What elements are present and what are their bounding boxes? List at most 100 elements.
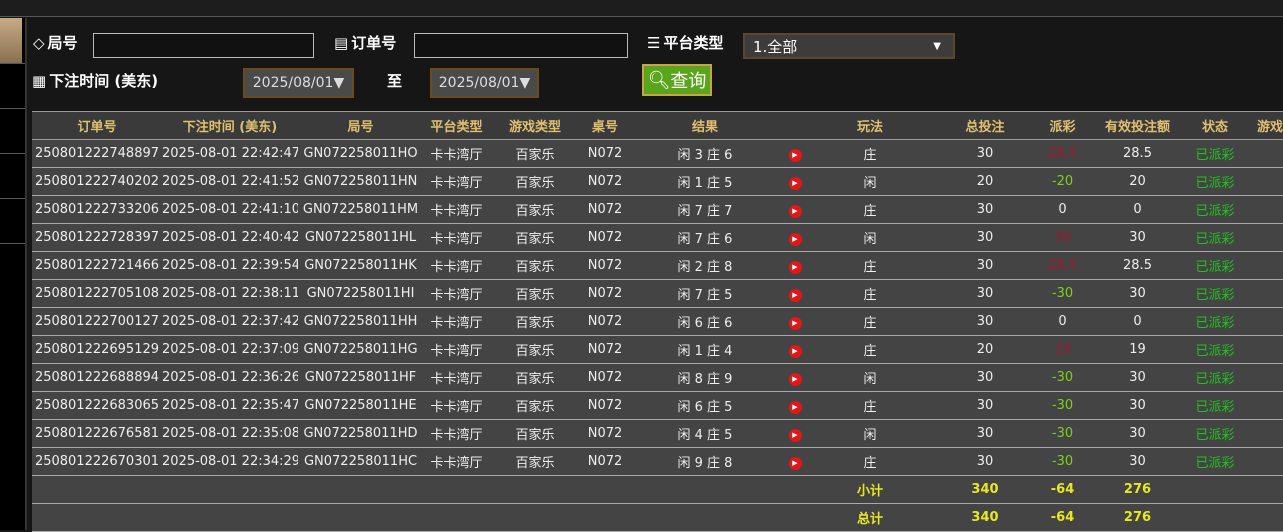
cell: 已派彩 xyxy=(1190,251,1240,280)
cell: 闲 6 庄 5 xyxy=(630,391,780,420)
column-header: 总投注 xyxy=(930,111,1040,140)
cell: 30 xyxy=(930,279,1040,308)
column-header: 桌号 xyxy=(580,111,630,140)
cell: 250801222728397 xyxy=(32,223,162,252)
play-video-icon[interactable]: ▶ xyxy=(788,204,802,218)
cell: 2025-08-01 22:38:11 xyxy=(162,279,298,308)
cell: 2025-08-01 22:34:29 xyxy=(162,447,298,476)
cell: GN072258011HK xyxy=(298,251,423,280)
cell: 19 xyxy=(1085,335,1190,364)
table-row[interactable]: 250801222705108 2025-08-01 22:38:11 GN0722… xyxy=(32,279,1283,308)
replay-cell: ▶ xyxy=(780,307,810,336)
cell xyxy=(1240,363,1283,392)
order-input[interactable] xyxy=(414,33,628,58)
cell: 250801222700127 xyxy=(32,307,162,336)
cell: 30 xyxy=(930,307,1040,336)
cell: 卡卡湾厅 xyxy=(423,279,490,308)
table-row[interactable]: 250801222683065 2025-08-01 22:35:47 GN0722… xyxy=(32,391,1283,420)
cell: 250801222733206 xyxy=(32,195,162,224)
table-row[interactable]: 250801222721466 2025-08-01 22:39:54 GN0722… xyxy=(32,251,1283,280)
replay-cell: ▶ xyxy=(780,447,810,476)
column-header: 玩法 xyxy=(810,111,930,140)
sidebar-active-tab[interactable] xyxy=(0,18,22,63)
play-video-icon[interactable]: ▶ xyxy=(788,428,802,442)
subtotal-payout: -64 xyxy=(1040,475,1085,504)
column-header: 游戏类型 xyxy=(490,111,580,140)
play-video-icon[interactable]: ▶ xyxy=(788,176,802,190)
play-video-icon[interactable]: ▶ xyxy=(788,316,802,330)
query-button[interactable]: 🔍︎ 查询 xyxy=(642,64,712,96)
cell: 0 xyxy=(1085,307,1190,336)
cell: 闲 7 庄 6 xyxy=(630,223,780,252)
cell xyxy=(1240,419,1283,448)
cell: 庄 xyxy=(810,307,930,336)
cell: 30 xyxy=(930,139,1040,168)
cell: 闲 7 庄 5 xyxy=(630,279,780,308)
cell: 闲 3 庄 6 xyxy=(630,139,780,168)
cell: GN072258011HH xyxy=(298,307,423,336)
table-row[interactable]: 250801222728397 2025-08-01 22:40:42 GN0722… xyxy=(32,223,1283,252)
platform-select[interactable]: 1.全部 ▼ xyxy=(743,33,955,59)
play-video-icon[interactable]: ▶ xyxy=(788,148,802,162)
cell: GN072258011HM xyxy=(298,195,423,224)
cell: 卡卡湾厅 xyxy=(423,419,490,448)
cell: 庄 xyxy=(810,391,930,420)
play-video-icon[interactable]: ▶ xyxy=(788,372,802,386)
play-video-icon[interactable]: ▶ xyxy=(788,400,802,414)
cell xyxy=(1240,475,1283,504)
cell: GN072258011HE xyxy=(298,391,423,420)
table-row[interactable]: 250801222695129 2025-08-01 22:37:09 GN0722… xyxy=(32,335,1283,364)
cell: 卡卡湾厅 xyxy=(423,195,490,224)
cell: 百家乐 xyxy=(490,391,580,420)
play-video-icon[interactable]: ▶ xyxy=(788,288,802,302)
total-label: 总计 xyxy=(810,503,930,532)
cell: 250801222705108 xyxy=(32,279,162,308)
cell: N072 xyxy=(580,223,630,252)
column-header: 平台类型 xyxy=(423,111,490,140)
cell xyxy=(1240,447,1283,476)
play-video-icon[interactable]: ▶ xyxy=(788,260,802,274)
cell xyxy=(1240,279,1283,308)
cell xyxy=(1240,223,1283,252)
cell: 0 xyxy=(1085,195,1190,224)
cell: 250801222748897 xyxy=(32,139,162,168)
cell: 250801222721466 xyxy=(32,251,162,280)
table-row[interactable]: 250801222748897 2025-08-01 22:42:47 GN0722… xyxy=(32,139,1283,168)
cell: 百家乐 xyxy=(490,251,580,280)
round-input[interactable] xyxy=(93,33,314,58)
cell: N072 xyxy=(580,447,630,476)
cell: 闲 xyxy=(810,223,930,252)
table-row[interactable]: 250801222688894 2025-08-01 22:36:26 GN0722… xyxy=(32,363,1283,392)
replay-cell: ▶ xyxy=(780,139,810,168)
replay-cell: ▶ xyxy=(780,419,810,448)
cell: 卡卡湾厅 xyxy=(423,447,490,476)
cell: N072 xyxy=(580,363,630,392)
cell: 闲 1 庄 4 xyxy=(630,335,780,364)
table-row[interactable]: 250801222670301 2025-08-01 22:34:29 GN0722… xyxy=(32,447,1283,476)
cell xyxy=(162,475,298,504)
cell: 2025-08-01 22:41:10 xyxy=(162,195,298,224)
table-row[interactable]: 250801222700127 2025-08-01 22:37:42 GN0722… xyxy=(32,307,1283,336)
cell: 28.5 xyxy=(1040,139,1085,168)
column-header: 局号 xyxy=(298,111,423,140)
date-from-picker[interactable]: 2025/08/01▼ xyxy=(243,68,354,98)
table-row[interactable]: 250801222740202 2025-08-01 22:41:52 GN0722… xyxy=(32,167,1283,196)
cell: 百家乐 xyxy=(490,419,580,448)
platform-label: ☰ 平台类型 xyxy=(647,33,724,53)
play-video-icon[interactable]: ▶ xyxy=(788,456,802,470)
cell: 已派彩 xyxy=(1190,391,1240,420)
chevron-down-icon: ▼ xyxy=(933,40,941,52)
cell: 2025-08-01 22:35:47 xyxy=(162,391,298,420)
play-video-icon[interactable]: ▶ xyxy=(788,344,802,358)
cell: 庄 xyxy=(810,251,930,280)
cell xyxy=(490,503,580,532)
table-row[interactable]: 250801222676581 2025-08-01 22:35:08 GN0722… xyxy=(32,419,1283,448)
cell: 庄 xyxy=(810,279,930,308)
cell: 2025-08-01 22:36:26 xyxy=(162,363,298,392)
cell: 20 xyxy=(1085,167,1190,196)
cell: 百家乐 xyxy=(490,223,580,252)
date-to-picker[interactable]: 2025/08/01▼ xyxy=(430,68,539,98)
table-row[interactable]: 250801222733206 2025-08-01 22:41:10 GN0722… xyxy=(32,195,1283,224)
cell: 百家乐 xyxy=(490,307,580,336)
play-video-icon[interactable]: ▶ xyxy=(788,232,802,246)
